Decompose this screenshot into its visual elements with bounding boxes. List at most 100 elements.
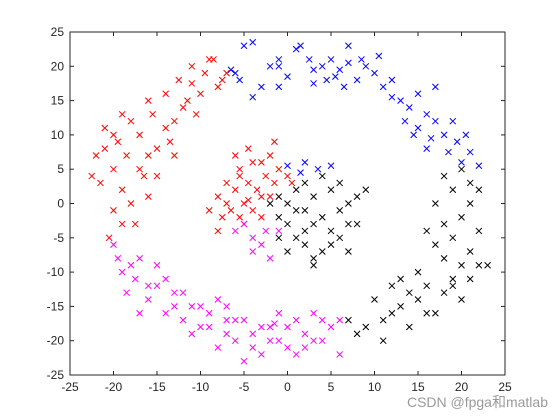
data-point	[475, 261, 483, 269]
data-point	[423, 309, 431, 317]
data-point	[153, 261, 161, 269]
data-point	[331, 73, 339, 80]
data-point	[405, 323, 413, 331]
data-point	[249, 158, 257, 166]
data-point	[223, 330, 230, 338]
data-point	[240, 200, 248, 207]
data-point	[292, 351, 300, 358]
data-point	[175, 76, 183, 84]
data-point	[262, 172, 270, 180]
data-point	[249, 330, 257, 338]
data-point	[240, 316, 248, 324]
data-point	[318, 248, 326, 255]
x-tick-label: -15	[148, 380, 166, 394]
data-point	[258, 323, 265, 331]
data-point	[310, 261, 317, 269]
data-point	[297, 169, 304, 176]
data-point	[236, 76, 244, 84]
data-point	[310, 220, 317, 228]
data-point	[236, 165, 244, 173]
data-point	[318, 316, 326, 324]
data-point	[358, 56, 365, 63]
data-point	[136, 165, 143, 173]
watermark: CSDN @fpga和matlab	[406, 394, 548, 410]
data-point	[318, 213, 326, 221]
data-point	[401, 117, 409, 125]
data-point	[123, 152, 130, 159]
data-point	[345, 316, 352, 324]
data-point	[205, 323, 213, 331]
data-point	[110, 241, 117, 249]
data-point	[131, 220, 139, 228]
data-point	[449, 282, 457, 290]
x-tick-label: 5	[328, 380, 335, 394]
data-point	[275, 56, 283, 63]
y-tick-label: -25	[47, 368, 65, 382]
data-point	[127, 261, 135, 269]
data-point	[362, 62, 370, 70]
data-point	[292, 45, 300, 53]
data-point	[266, 152, 274, 159]
data-point	[231, 186, 239, 194]
data-point	[275, 193, 283, 200]
x-tick-label: 25	[498, 380, 512, 394]
data-point	[310, 193, 317, 200]
data-point	[123, 289, 130, 297]
data-point	[336, 234, 344, 242]
data-point	[275, 165, 283, 173]
data-point	[301, 330, 309, 338]
data-point	[231, 337, 239, 345]
x-tick-label: 10	[368, 380, 382, 394]
data-point	[297, 42, 304, 50]
data-point	[423, 145, 431, 152]
ticks-layer: -25 -20 -15 -10 -5 0 5 10 15 20 25 -25 -20 -15 -10 -5 0 5…	[47, 25, 512, 394]
series-3	[266, 165, 491, 345]
data-point	[236, 172, 244, 180]
data-point	[440, 220, 448, 228]
data-point	[231, 152, 239, 159]
data-point	[353, 76, 361, 84]
y-tick-label: 10	[51, 128, 65, 142]
data-point	[336, 351, 344, 358]
data-point	[149, 110, 157, 118]
data-point	[110, 207, 117, 214]
data-point	[310, 255, 317, 262]
data-point	[275, 62, 283, 70]
data-point	[171, 289, 178, 297]
data-point	[405, 104, 413, 111]
data-point	[414, 124, 422, 132]
data-point	[266, 193, 274, 200]
data-point	[301, 158, 309, 166]
data-point	[197, 323, 204, 331]
data-point	[327, 186, 335, 194]
data-point	[266, 200, 274, 207]
data-point	[92, 152, 100, 159]
data-point	[314, 165, 322, 173]
data-point	[258, 213, 265, 221]
data-point	[284, 323, 291, 331]
data-point	[140, 172, 148, 180]
data-point	[288, 179, 296, 187]
data-point	[449, 186, 457, 194]
data-point	[231, 316, 239, 324]
data-point	[266, 323, 274, 331]
data-point	[223, 200, 230, 207]
data-point	[197, 303, 204, 310]
data-point	[136, 309, 143, 317]
data-point	[466, 179, 474, 187]
data-point	[397, 303, 404, 310]
data-point	[201, 69, 209, 77]
data-point	[423, 227, 431, 235]
y-tick-label: 15	[51, 94, 65, 108]
data-point	[414, 90, 422, 98]
data-point	[223, 303, 230, 310]
data-point	[310, 309, 317, 317]
data-point	[131, 275, 139, 283]
data-point	[205, 56, 213, 63]
data-point	[262, 227, 270, 235]
data-point	[249, 248, 257, 255]
data-point	[379, 337, 387, 345]
data-point	[249, 93, 257, 101]
data-point	[449, 275, 457, 283]
data-point	[275, 309, 283, 317]
